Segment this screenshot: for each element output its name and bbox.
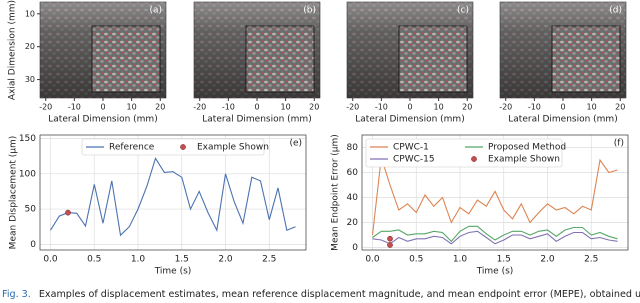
panel-label: (f) xyxy=(614,139,624,149)
x-tick-label: 20 xyxy=(155,103,165,112)
y-tick-label: 40 xyxy=(347,193,359,203)
displacement-inset xyxy=(398,25,468,93)
x-tick-label: 0 xyxy=(100,103,105,112)
x-tick-label: 1.0 xyxy=(131,255,146,265)
plot-frame xyxy=(361,134,629,251)
example-marker xyxy=(387,235,393,242)
x-tick-label: 2.0 xyxy=(218,255,233,265)
x-tick-label: 0.0 xyxy=(365,255,380,265)
x-tick-label: 20 xyxy=(462,103,472,112)
x-tick-label: -20 xyxy=(346,103,359,112)
x-axis-label: Time (s) xyxy=(476,267,514,277)
panel-label: (d) xyxy=(609,6,622,16)
y-axis-label: Axial Dimension (mm) xyxy=(8,0,18,100)
x-tick-label: -10 xyxy=(528,103,541,112)
x-tick-label: -10 xyxy=(222,103,235,112)
legend-label: CPWC-15 xyxy=(393,155,435,165)
displacement-inset xyxy=(245,25,315,93)
legend-swatch xyxy=(471,156,477,162)
panel-label: (a) xyxy=(149,6,162,16)
x-tick-label: 10 xyxy=(434,103,444,112)
x-tick-label: 10 xyxy=(587,103,597,112)
y-tick-label: 100 xyxy=(19,169,36,179)
y-axis-label: Mean Displacement (µm) xyxy=(9,136,19,250)
x-tick-label: 0.5 xyxy=(87,255,101,265)
data-line xyxy=(50,156,296,237)
x-tick-label: 1.5 xyxy=(497,255,511,265)
caption-prefix: Fig. 3. xyxy=(2,289,31,300)
x-tick-label: 1.0 xyxy=(453,255,468,265)
y-tick-label: 150 xyxy=(19,134,36,144)
x-tick-label: 10 xyxy=(281,103,291,112)
legend-box xyxy=(365,138,563,168)
x-tick-label: -20 xyxy=(193,103,206,112)
legend-label: Proposed Method xyxy=(488,143,566,153)
x-tick-label: 2.0 xyxy=(540,255,555,265)
x-tick-label: -10 xyxy=(68,103,81,112)
x-tick-label: 20 xyxy=(615,103,625,112)
x-axis-label: Lateral Dimension (mm) xyxy=(202,115,311,125)
y-tick-label: 10 xyxy=(25,9,35,18)
legend-label: Example Shown xyxy=(488,155,560,165)
x-tick-label: 2.5 xyxy=(584,255,598,265)
legend-box xyxy=(81,138,265,156)
y-tick-label: 20 xyxy=(25,42,35,51)
x-tick-label: -20 xyxy=(499,103,512,112)
data-line xyxy=(371,157,618,236)
x-tick-label: 0 xyxy=(560,103,565,112)
y-tick-label: 30 xyxy=(25,75,35,84)
y-axis-label: Mean Endpoint Error (µm) xyxy=(331,134,341,251)
data-line xyxy=(372,225,618,243)
y-tick-label: 0 xyxy=(30,240,36,250)
example-marker xyxy=(65,209,71,216)
x-axis-label: Lateral Dimension (mm) xyxy=(355,115,464,125)
x-axis-label: Lateral Dimension (mm) xyxy=(48,115,157,125)
legend-label: CPWC-1 xyxy=(393,143,429,153)
displacement-inset xyxy=(551,25,621,93)
x-tick-label: 0 xyxy=(254,103,259,112)
x-tick-label: 2.5 xyxy=(262,255,276,265)
y-tick-label: 60 xyxy=(347,168,359,178)
displacement-inset xyxy=(91,25,161,93)
y-tick-label: 50 xyxy=(25,205,37,215)
x-tick-label: 0 xyxy=(407,103,412,112)
panel-label: (e) xyxy=(289,139,302,149)
panel-label: (b) xyxy=(303,6,316,16)
y-tick-label: 80 xyxy=(347,143,359,153)
y-tick-label: 20 xyxy=(347,218,359,228)
panel-label: (c) xyxy=(457,6,469,16)
x-tick-label: 20 xyxy=(309,103,319,112)
data-line xyxy=(372,230,618,245)
legend-swatch xyxy=(180,144,186,150)
example-marker xyxy=(387,242,393,248)
x-tick-label: 0.0 xyxy=(43,255,58,265)
x-tick-label: -10 xyxy=(375,103,388,112)
x-tick-label: 0.5 xyxy=(409,255,423,265)
caption-text: Examples of displacement estimates, mean… xyxy=(39,289,640,300)
y-tick-label: 0 xyxy=(352,243,358,253)
x-axis-label: Time (s) xyxy=(154,267,192,277)
plot-frame xyxy=(39,134,307,251)
x-axis-label: Lateral Dimension (mm) xyxy=(508,115,617,125)
legend-label: Reference xyxy=(109,143,155,153)
x-tick-label: 10 xyxy=(127,103,137,112)
x-tick-label: 1.5 xyxy=(175,255,189,265)
legend-label: Example Shown xyxy=(197,143,269,153)
caption: Fig. 3. Examples of displacement estimate… xyxy=(2,289,640,300)
x-tick-label: -20 xyxy=(39,103,52,112)
